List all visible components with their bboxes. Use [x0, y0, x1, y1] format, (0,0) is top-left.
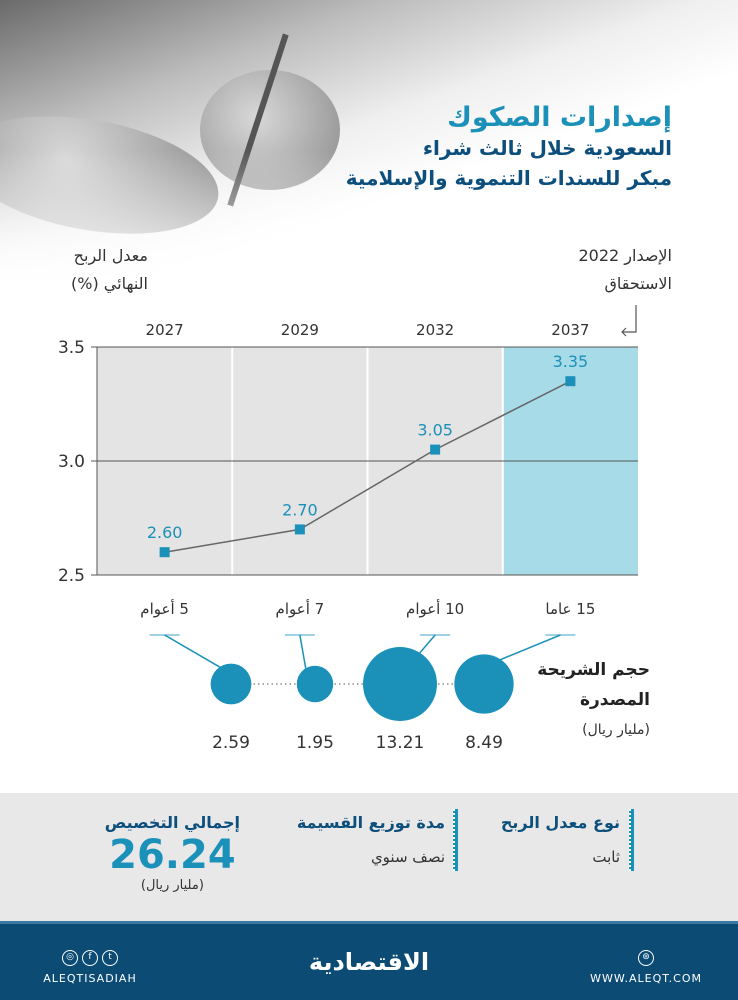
- x-tick-label: 2027: [146, 321, 184, 339]
- logo: الاقتصادية: [308, 948, 430, 976]
- leader-line: [417, 634, 436, 655]
- data-point: [294, 524, 305, 535]
- x-tick-label: 2037: [551, 321, 589, 339]
- social-handle[interactable]: ALEQTISADIAH: [43, 972, 137, 985]
- data-label: 3.35: [553, 352, 589, 371]
- tranche-bubble: [296, 665, 334, 703]
- title-line-3: مبكر للسندات التنموية والإسلامية: [345, 166, 672, 190]
- tranche-size-label: 1.95: [296, 733, 334, 753]
- facebook-icon[interactable]: f: [82, 950, 98, 966]
- y-tick-label: 3.5: [58, 338, 85, 358]
- y-axis-label: معدل الربح النهائي (%): [71, 246, 148, 293]
- title-line-2: السعودية خلال ثالث شراء: [422, 136, 672, 160]
- tranche-bubble: [454, 654, 514, 714]
- x-axis-label: الإصدار 2022 الاستحقاق: [578, 246, 672, 293]
- data-point: [159, 547, 170, 558]
- data-label: 3.05: [417, 421, 453, 440]
- total-allocation: إجمالي التخصيص 26.24 (مليار ريال): [104, 813, 240, 893]
- tenor-label: 5 أعوام: [140, 599, 189, 618]
- arrow-icon: [621, 305, 637, 337]
- profit-type: نوع معدل الربح ثابت: [500, 813, 620, 866]
- leader-line: [164, 634, 222, 669]
- y-tick-label: 2.5: [58, 566, 85, 586]
- tenor-label: 15 عاما: [545, 600, 595, 618]
- x-tick-label: 2032: [416, 321, 454, 339]
- website-link[interactable]: WWW.ALEQT.COM: [590, 972, 702, 985]
- instagram-icon[interactable]: ◎: [62, 950, 78, 966]
- info-panel: نوع معدل الربح ثابت مدة توزيع القسيمة نصف …: [0, 793, 738, 921]
- x-tick-label: 2029: [281, 321, 319, 339]
- tenor-label: 7 أعوام: [276, 599, 325, 618]
- data-label: 2.60: [147, 523, 183, 542]
- size-label: حجم الشريحة المصدرة (مليار ريال): [537, 660, 650, 738]
- title-line-1: إصدارات الصكوك: [447, 102, 672, 133]
- tranche-bubble: [363, 647, 437, 721]
- tranche-size-label: 8.49: [465, 733, 503, 753]
- header-photo: [0, 0, 738, 300]
- coupon-distribution: مدة توزيع القسيمة نصف سنوي: [296, 813, 445, 866]
- footer: ◎ f t ALEQTISADIAH الاقتصادية ⊛ WWW.ALEQT.…: [0, 921, 738, 1000]
- tranche-size-label: 13.21: [376, 733, 425, 753]
- line-chart: 2027 5 أعوام 2029 7 أعوام 2032 10 أعوام 2037 15…: [58, 305, 638, 753]
- leader-line: [498, 634, 561, 661]
- leader-line: [299, 634, 307, 670]
- twitter-icon[interactable]: t: [102, 950, 118, 966]
- y-tick-label: 3.0: [58, 452, 85, 472]
- data-point: [430, 444, 441, 455]
- tranche-bubble: [210, 663, 252, 705]
- data-label: 2.70: [282, 500, 318, 519]
- globe-icon: ⊛: [638, 950, 655, 966]
- headline: إصدارات الصكوك السعودية خلال ثالث شراء م…: [346, 102, 672, 193]
- tenor-label: 10 أعوام: [406, 599, 464, 618]
- series-line: [164, 380, 571, 553]
- tranche-size-label: 2.59: [212, 733, 250, 753]
- data-point: [565, 376, 576, 387]
